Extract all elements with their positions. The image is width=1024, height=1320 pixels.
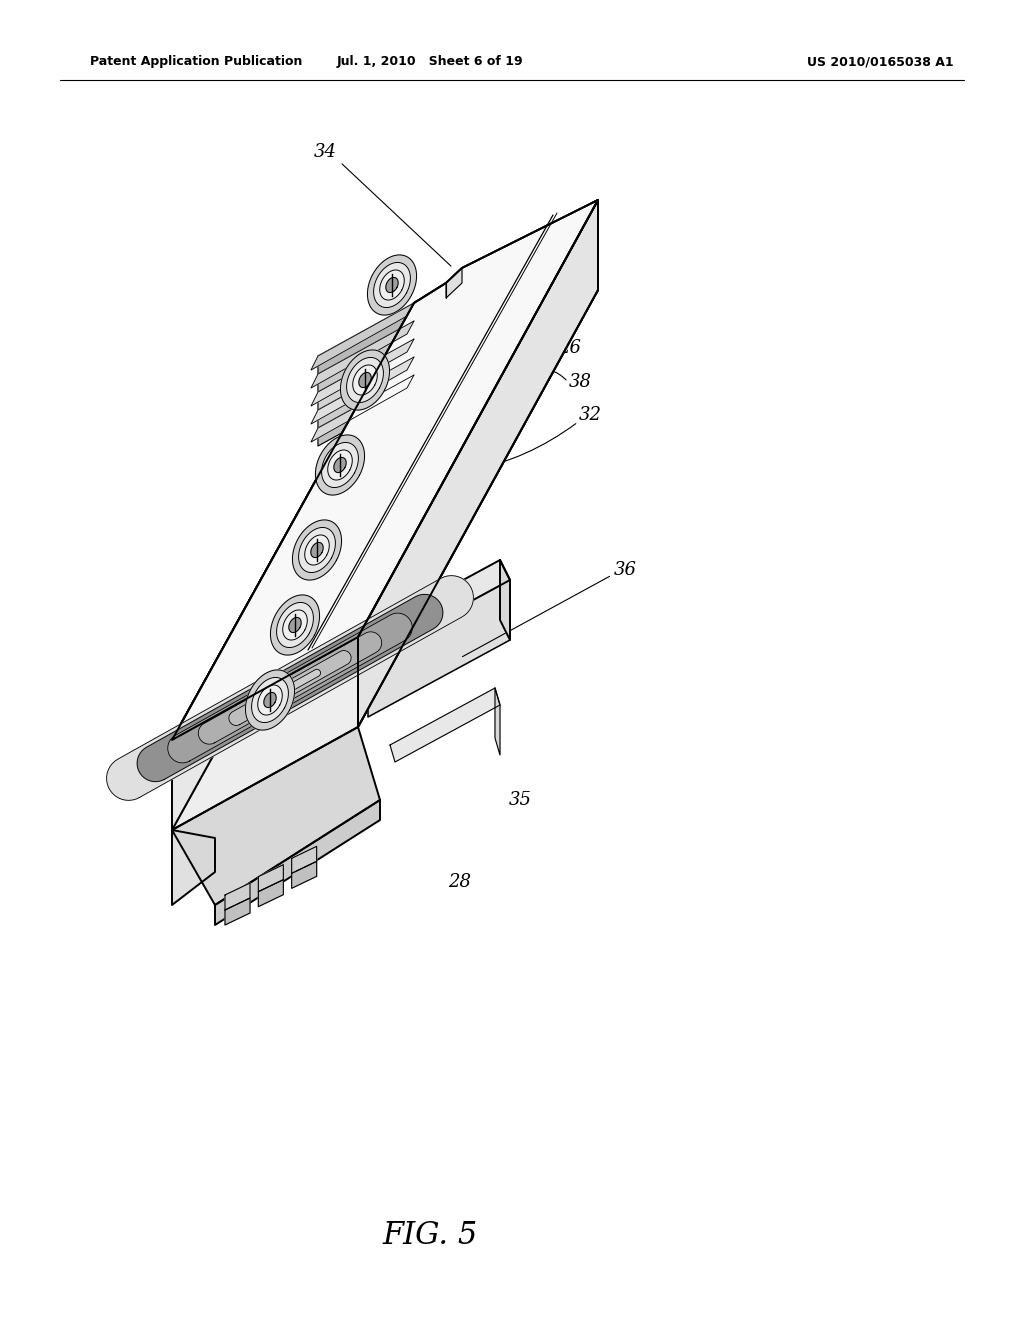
- Polygon shape: [358, 201, 598, 727]
- Polygon shape: [172, 830, 215, 906]
- Polygon shape: [229, 651, 351, 726]
- Polygon shape: [168, 612, 413, 763]
- Text: 36: 36: [237, 829, 259, 847]
- Polygon shape: [374, 263, 411, 308]
- Polygon shape: [311, 375, 414, 442]
- Polygon shape: [500, 560, 510, 640]
- Text: 34: 34: [313, 143, 337, 161]
- Polygon shape: [283, 610, 307, 640]
- Text: 26: 26: [558, 339, 582, 356]
- Polygon shape: [246, 671, 295, 730]
- Text: 28: 28: [449, 873, 471, 891]
- Text: Jul. 1, 2010   Sheet 6 of 19: Jul. 1, 2010 Sheet 6 of 19: [337, 55, 523, 69]
- Polygon shape: [318, 321, 414, 392]
- Polygon shape: [358, 560, 510, 657]
- Polygon shape: [358, 201, 598, 727]
- Polygon shape: [258, 865, 284, 892]
- Polygon shape: [446, 268, 462, 293]
- Polygon shape: [318, 375, 414, 446]
- Polygon shape: [215, 800, 380, 925]
- Polygon shape: [252, 677, 289, 722]
- Polygon shape: [346, 358, 383, 403]
- Polygon shape: [172, 727, 380, 906]
- Polygon shape: [289, 618, 301, 632]
- Polygon shape: [270, 595, 319, 655]
- Polygon shape: [311, 321, 414, 388]
- Polygon shape: [172, 201, 598, 741]
- Polygon shape: [199, 632, 382, 744]
- Polygon shape: [172, 290, 598, 830]
- Text: 35: 35: [509, 791, 531, 809]
- Polygon shape: [334, 458, 346, 473]
- Polygon shape: [414, 201, 598, 393]
- Polygon shape: [225, 883, 250, 909]
- Text: 38: 38: [568, 374, 592, 391]
- Polygon shape: [380, 271, 404, 300]
- Polygon shape: [358, 372, 371, 388]
- Polygon shape: [172, 304, 414, 830]
- Polygon shape: [292, 862, 316, 888]
- Polygon shape: [293, 520, 342, 579]
- Polygon shape: [259, 669, 321, 706]
- Polygon shape: [495, 688, 500, 755]
- Polygon shape: [258, 879, 284, 907]
- Polygon shape: [318, 304, 414, 374]
- Polygon shape: [311, 339, 414, 407]
- Polygon shape: [368, 579, 510, 717]
- Text: 36: 36: [613, 561, 637, 579]
- Polygon shape: [225, 898, 250, 925]
- Polygon shape: [386, 277, 398, 293]
- Polygon shape: [276, 602, 313, 648]
- Text: Patent Application Publication: Patent Application Publication: [90, 55, 302, 69]
- Polygon shape: [311, 543, 324, 557]
- Polygon shape: [305, 535, 330, 565]
- Polygon shape: [318, 356, 414, 428]
- Polygon shape: [446, 268, 462, 298]
- Polygon shape: [352, 364, 377, 395]
- Polygon shape: [318, 339, 414, 411]
- Polygon shape: [311, 356, 414, 424]
- Polygon shape: [328, 450, 352, 480]
- Polygon shape: [264, 693, 276, 708]
- Polygon shape: [299, 528, 336, 573]
- Polygon shape: [106, 576, 473, 800]
- Text: FIG. 5: FIG. 5: [382, 1220, 477, 1250]
- Polygon shape: [172, 201, 598, 741]
- Text: 32: 32: [579, 407, 601, 424]
- Polygon shape: [311, 304, 414, 370]
- Polygon shape: [368, 255, 417, 315]
- Polygon shape: [390, 688, 500, 762]
- Polygon shape: [292, 846, 316, 874]
- Text: US 2010/0165038 A1: US 2010/0165038 A1: [807, 55, 953, 69]
- Polygon shape: [340, 350, 389, 411]
- Polygon shape: [322, 442, 358, 487]
- Polygon shape: [172, 304, 414, 830]
- Polygon shape: [137, 594, 442, 781]
- Polygon shape: [172, 201, 598, 741]
- Polygon shape: [315, 434, 365, 495]
- Polygon shape: [258, 685, 283, 715]
